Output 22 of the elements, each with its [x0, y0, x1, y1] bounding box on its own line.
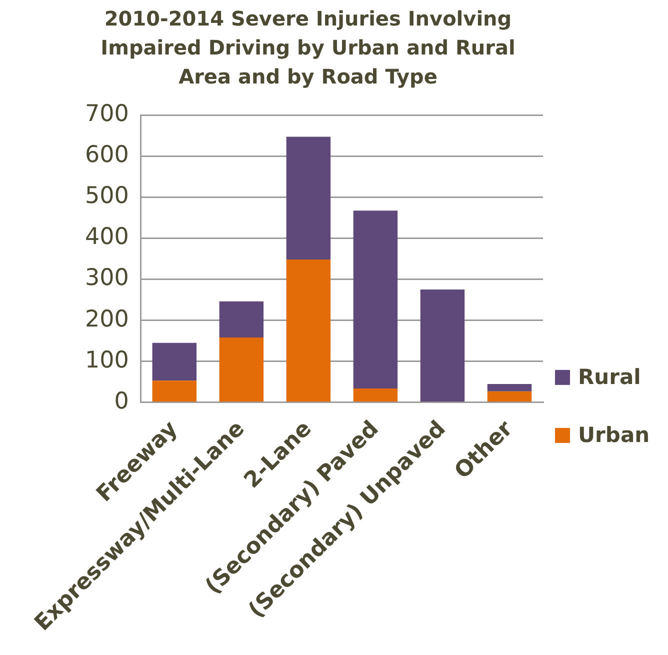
y-tick-label: 400: [84, 224, 129, 250]
bar: [286, 260, 331, 402]
bar: [152, 380, 197, 402]
y-tick-label: 700: [84, 100, 129, 127]
bar: [353, 210, 398, 388]
bar: [219, 338, 264, 402]
legend-label: Rural: [578, 364, 641, 389]
bar: [487, 384, 532, 392]
y-tick-label: 300: [84, 265, 129, 292]
y-tick-label: 500: [84, 183, 129, 210]
bar: [286, 136, 331, 260]
y-tick-label: 600: [84, 142, 129, 168]
y-tick-label: 100: [84, 347, 129, 374]
bar: [152, 342, 197, 381]
bar: [420, 290, 465, 402]
y-tick-label: 200: [84, 306, 129, 332]
legend-label: Urban: [578, 422, 650, 447]
chart-title: 2010-2014 Severe Injuries Involving Impaired Driving by Urban and Rural Area and by Road Type: [100, 6, 516, 89]
bar: [353, 388, 398, 402]
bar: [487, 391, 532, 402]
bar: [219, 301, 264, 338]
y-tick-label: 0: [114, 388, 129, 414]
